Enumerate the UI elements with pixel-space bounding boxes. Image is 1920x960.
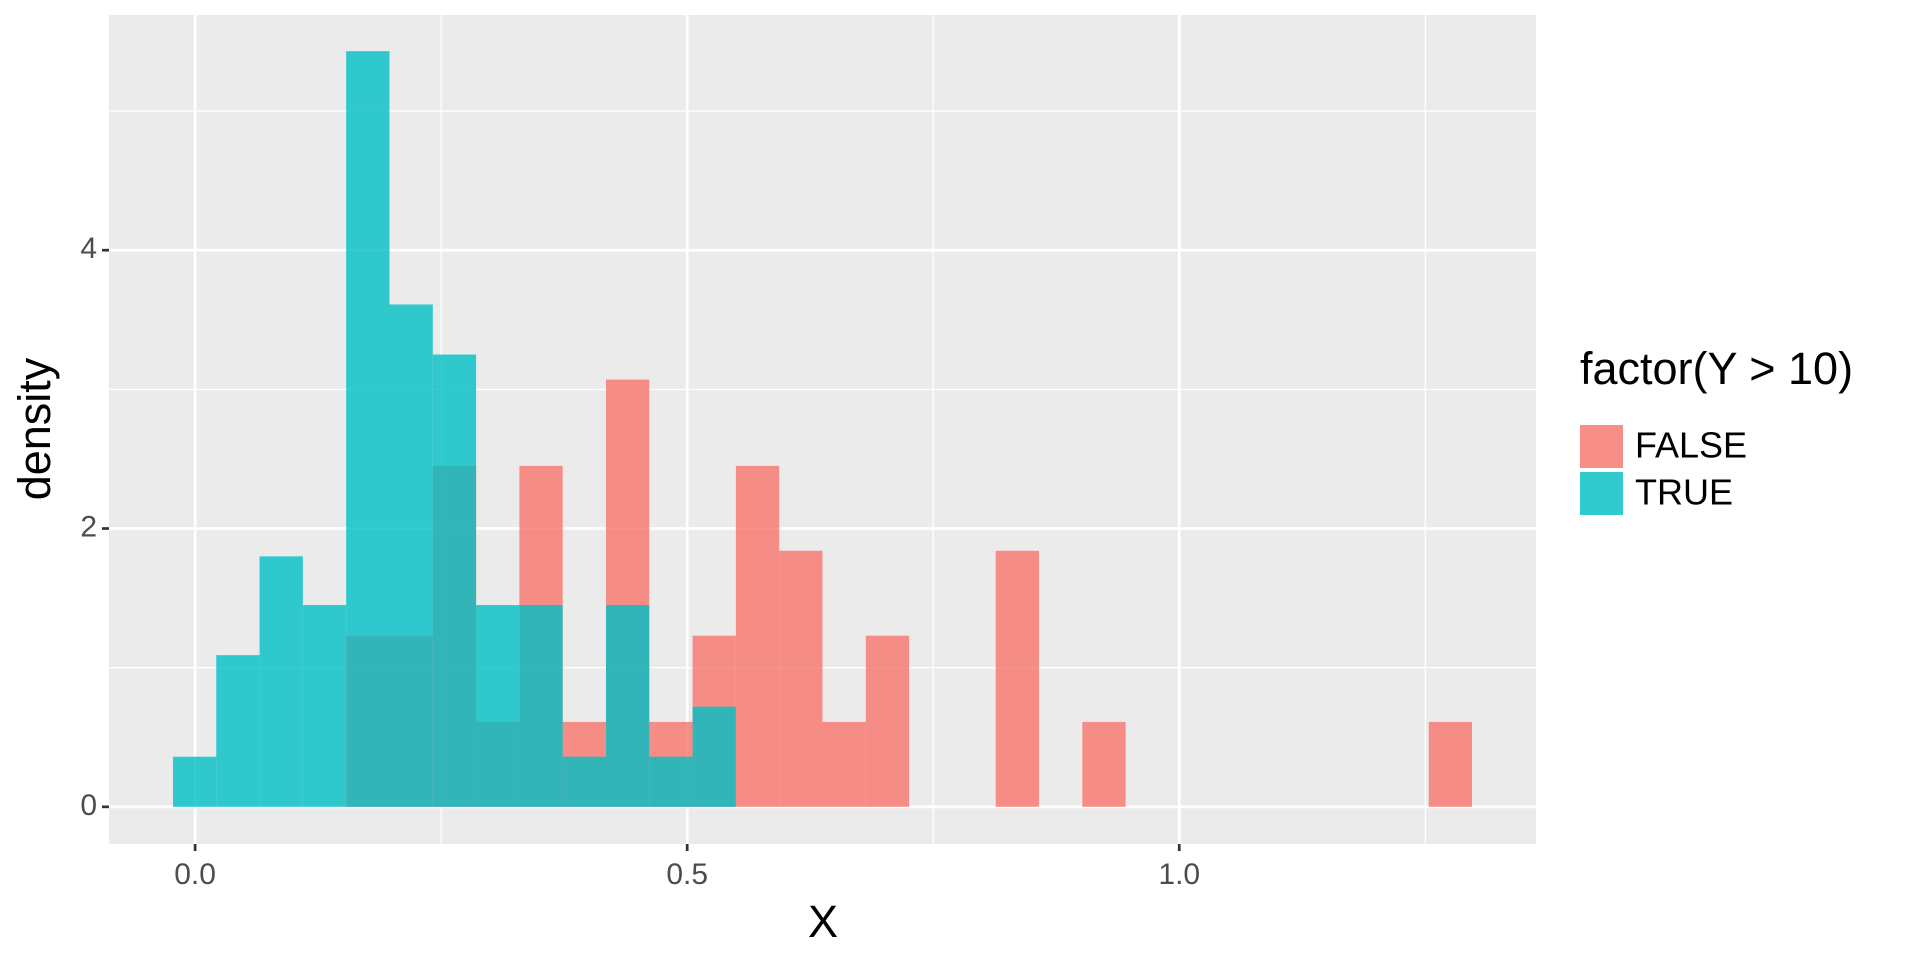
legend-label: FALSE (1635, 425, 1747, 466)
histogram-bar (735, 465, 780, 807)
y-tick-label: 2 (80, 510, 97, 543)
legend-label: TRUE (1635, 472, 1733, 513)
histogram-bar (172, 756, 217, 807)
histogram-bar (692, 706, 736, 807)
histogram-bar (259, 556, 303, 807)
histogram-bar (605, 605, 650, 807)
y-tick-label: 0 (80, 789, 97, 822)
histogram-bar (302, 605, 347, 807)
histogram-bar (389, 304, 433, 807)
legend-swatch (1580, 472, 1623, 515)
histogram-bar (346, 51, 390, 807)
histogram-bar (519, 605, 563, 807)
x-tick-label: 1.0 (1158, 858, 1200, 891)
y-axis-title: density (9, 357, 60, 500)
histogram-bar (216, 655, 260, 807)
y-tick-label: 4 (80, 232, 97, 265)
histogram-bar (865, 635, 910, 807)
x-tick-label: 0.0 (174, 858, 216, 891)
histogram-bar (432, 354, 477, 807)
histogram-bar (562, 756, 606, 807)
histogram-bar (476, 605, 520, 807)
histogram-bar (649, 756, 693, 807)
x-axis-title: X (808, 896, 838, 947)
legend-title: factor(Y > 10) (1580, 343, 1853, 394)
histogram-bar (779, 550, 823, 807)
legend-swatch (1580, 425, 1623, 468)
histogram-bar (1082, 721, 1126, 807)
histogram-bar (1428, 721, 1473, 807)
histogram-bar (822, 721, 866, 807)
x-tick-label: 0.5 (666, 858, 708, 891)
histogram-bar (995, 550, 1040, 807)
